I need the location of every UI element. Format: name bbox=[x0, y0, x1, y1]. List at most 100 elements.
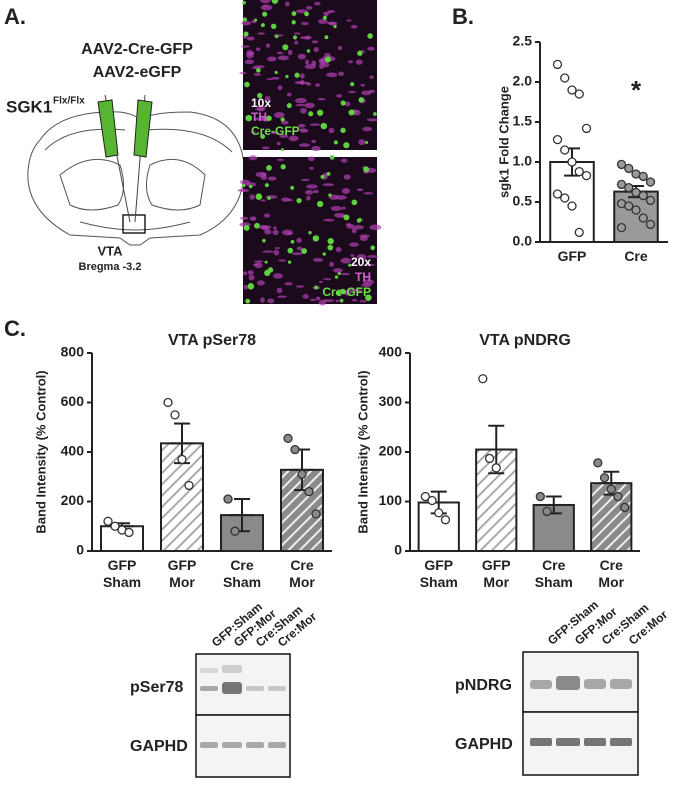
data-point bbox=[645, 195, 656, 206]
brain-outline bbox=[27, 111, 245, 246]
region-label: VTA bbox=[97, 243, 123, 258]
data-point bbox=[560, 145, 570, 155]
data-point bbox=[624, 201, 634, 211]
data-point bbox=[574, 89, 584, 99]
x-tick-label-box: GFP Sham bbox=[420, 557, 458, 590]
y-tick-label: 100 bbox=[379, 492, 403, 508]
data-point bbox=[420, 491, 430, 502]
x-tick-label-box: Cre Mor bbox=[598, 557, 625, 590]
data-point bbox=[177, 454, 187, 465]
genotype-sup: Flx/Flx bbox=[53, 96, 85, 107]
data-point bbox=[223, 494, 233, 504]
x-tick-label-box: Cre bbox=[624, 248, 648, 264]
data-point bbox=[581, 170, 592, 181]
data-point bbox=[574, 166, 584, 177]
x-tick-label-box: Cre Sham bbox=[534, 557, 573, 590]
data-point bbox=[567, 85, 577, 95]
data-point bbox=[124, 527, 134, 538]
mag-label: 20x bbox=[351, 255, 371, 269]
bar bbox=[532, 503, 575, 552]
data-point bbox=[110, 521, 120, 531]
stain-label: TH bbox=[251, 110, 267, 124]
data-point bbox=[290, 444, 300, 455]
data-point bbox=[567, 201, 577, 211]
data-point bbox=[645, 219, 656, 230]
data-point bbox=[638, 190, 648, 201]
x-tick-label: GFP Sham bbox=[102, 557, 142, 590]
data-point bbox=[230, 526, 240, 536]
y-tick-label: 400 bbox=[61, 443, 85, 459]
x-tick-label: GFP bbox=[557, 248, 587, 264]
x-tick-label-box: GFP Mor bbox=[167, 557, 197, 590]
coordinate-label: Bregma -3.2 bbox=[79, 261, 142, 273]
blot-row-label: pNDRG bbox=[455, 677, 512, 694]
mag-label: 10x bbox=[251, 96, 271, 110]
data-point bbox=[103, 516, 113, 526]
data-point bbox=[535, 491, 545, 502]
blot bbox=[195, 651, 639, 778]
data-point bbox=[567, 157, 577, 167]
data-point bbox=[606, 484, 616, 494]
data-point bbox=[478, 374, 488, 384]
x-tick-label-box: GFP Mor bbox=[481, 557, 511, 590]
syringes bbox=[97, 94, 153, 223]
data-point bbox=[170, 410, 180, 420]
data-point bbox=[624, 182, 634, 193]
stain-label: Cre-GFP bbox=[322, 285, 371, 299]
blot-row-label: GAPHD bbox=[455, 736, 513, 753]
data-point bbox=[184, 480, 194, 491]
stain-label: Cre-GFP bbox=[251, 124, 300, 138]
panel-label: B. bbox=[452, 4, 474, 29]
y-tick-label: 0.5 bbox=[513, 193, 533, 209]
data-point bbox=[581, 123, 592, 134]
data-point bbox=[163, 397, 173, 408]
x-tick-label-box: Cre Mor bbox=[289, 557, 315, 590]
data-point bbox=[574, 227, 584, 238]
data-point bbox=[638, 171, 648, 182]
blot-row-label: pSer78 bbox=[130, 679, 183, 696]
panel-label: C. bbox=[4, 316, 26, 341]
data-point bbox=[491, 463, 501, 473]
x-tick-label: Cre Sham bbox=[222, 557, 262, 590]
x-tick-label: GFP Mor bbox=[167, 557, 197, 590]
blot-row-label: GAPHD bbox=[130, 738, 188, 755]
blot-bands bbox=[200, 665, 632, 748]
data-point bbox=[616, 222, 627, 233]
y-tick-label: 2.0 bbox=[513, 73, 533, 89]
data-point bbox=[593, 458, 603, 468]
y-tick-label: 300 bbox=[379, 393, 403, 409]
x-tick-label: Cre Mor bbox=[598, 557, 625, 590]
chart-title: VTA pSer78 bbox=[168, 332, 256, 349]
x-tick-label-box: GFP bbox=[557, 248, 587, 264]
data-point bbox=[434, 508, 444, 518]
y-tick-label: 400 bbox=[379, 344, 403, 360]
y-tick-label: 200 bbox=[379, 443, 403, 459]
x-tick-label: Cre bbox=[624, 248, 648, 264]
y-axis-label: Band Intensity (% Control) bbox=[33, 370, 48, 533]
data-point bbox=[440, 515, 451, 525]
data-point bbox=[616, 159, 627, 170]
y-tick-label: 200 bbox=[61, 492, 85, 508]
chart-title: VTA pNDRG bbox=[479, 332, 571, 349]
data-point bbox=[552, 189, 563, 199]
x-tick-label: GFP Mor bbox=[481, 557, 511, 590]
y-tick-label: 2.5 bbox=[513, 33, 533, 49]
data-point bbox=[645, 177, 656, 187]
x-tick-label: Cre Mor bbox=[289, 557, 315, 590]
data-point bbox=[542, 506, 552, 517]
data-point bbox=[638, 213, 648, 223]
data-point bbox=[560, 193, 570, 203]
y-tick-label: 0 bbox=[394, 542, 402, 558]
y-tick-label: 1.5 bbox=[513, 113, 533, 129]
data-point bbox=[552, 59, 563, 70]
significance-mark: * bbox=[631, 75, 642, 105]
data-point bbox=[552, 134, 563, 145]
stain-label: TH bbox=[355, 270, 371, 284]
data-point bbox=[624, 163, 634, 174]
x-tick-label: Cre Sham bbox=[534, 557, 573, 590]
genotype: SGK1 bbox=[6, 97, 52, 116]
x-tick-label-box: GFP Sham bbox=[102, 557, 142, 590]
y-tick-label: 1.0 bbox=[513, 153, 533, 169]
y-axis-label: sgk1 Fold Change bbox=[496, 86, 511, 198]
